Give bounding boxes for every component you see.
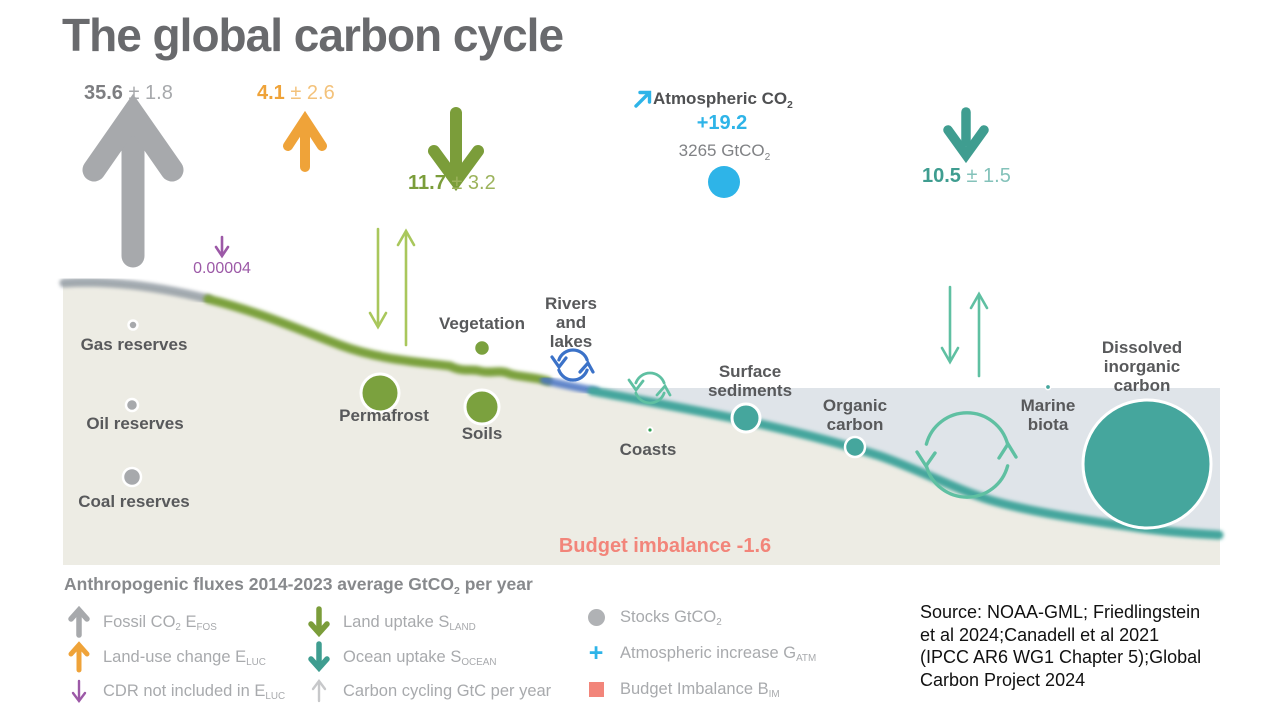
legend-item-carbon-cycling: Carbon cycling GtC per year [306,678,551,704]
rivers-cycle-icon [550,348,595,382]
green-land-edge [203,294,553,386]
ocean-cycling-down-arrow [940,285,960,365]
rivers-and-lakes-label: Rivers and lakes [545,294,597,352]
soils-circle [463,388,501,426]
legend-item-ocean-uptake: Ocean uptake SOCEAN [306,641,496,673]
land-uptake-arrow [428,107,484,192]
coasts-dot [646,426,654,434]
legend-item-fossil: Fossil CO2 EFOS [66,606,217,638]
land-cycling-down-arrow [368,227,388,330]
vegetation-dot [472,338,492,358]
ocean-uptake-arrow-icon [306,641,332,673]
ocean-uptake-flux-value: 10.5 ± 1.5 [922,165,1011,187]
source-text: Source: NOAA-GML; Friedlingstein et al 2… [920,601,1225,691]
dissolved-inorganic-carbon-label: Dissolved inorganic carbon [1101,338,1183,396]
coasts-label: Coasts [619,440,677,459]
budget-imbalance-square-icon [583,682,609,697]
land-uptake-flux-value: 11.7 ± 3.2 [408,172,496,194]
atmospheric-increase-value: +19.2 [696,112,748,134]
dissolved-inorganic-carbon-circle [1081,398,1213,530]
gas-reserves-dot [127,319,139,331]
cdr-flux-value: 0.00004 [193,260,251,277]
legend-item-stocks: Stocks GtCO2 [583,608,722,628]
legend-item-land-uptake: Land uptake SLAND [306,606,476,638]
vegetation-label: Vegetation [439,314,525,333]
source-line: et al 2024;Canadell et al 2021 [920,624,1160,645]
fossil-co2-arrow [82,93,184,268]
land-use-change-arrow [283,110,327,172]
organic-carbon-label: Organic carbon [822,396,888,435]
landuse-arrow-icon [66,641,92,673]
ocean-interior-cycle-icon [915,411,1018,499]
source-line: Source: NOAA-GML; Friedlingstein [920,602,1201,622]
ocean-uptake-arrow [943,107,989,164]
soils-label: Soils [461,424,503,443]
land-cycling-up-arrow [396,228,416,347]
land-uptake-arrow-icon [306,606,332,638]
atmospheric-stock-value: 3265 GtCO2 [678,141,771,163]
stocks-circle-icon [583,609,609,626]
cdr-arrow-icon [66,678,92,704]
legend-heading: Anthropogenic fluxes 2014-2023 average G… [64,574,533,597]
legend-item-atmospheric-increase: + Atmospheric increase GATM [583,639,817,667]
atmospheric-increase-plus-icon: + [588,639,604,667]
page-title: The global carbon cycle [62,9,564,61]
fossil-flux-value: 35.6 ± 1.8 [84,82,173,104]
atmospheric-co2-stock-circle [708,166,740,198]
legend-item-landuse: Land-use change ELUC [66,641,266,673]
coal-reserves-label: Coal reserves [78,492,190,511]
marine-biota-label: Marine biota [1020,396,1076,435]
fossil-arrow-icon [66,606,92,638]
oil-reserves-dot [124,397,140,413]
coasts-cycle-icon [627,371,672,405]
legend-item-cdr: CDR not included in ELUC [66,678,285,704]
oil-reserves-label: Oil reserves [86,414,184,433]
marine-biota-dot [1044,383,1052,391]
budget-imbalance-value: Budget imbalance -1.6 [558,535,772,557]
permafrost-circle [359,372,401,414]
landuse-flux-value: 4.1 ± 2.6 [257,82,335,104]
gas-reserves-label: Gas reserves [80,335,188,354]
organic-carbon-dot [843,435,867,459]
permafrost-label: Permafrost [339,406,429,425]
legend-item-budget-imbalance: Budget Imbalance BIM [583,680,780,700]
carbon-cycling-arrow-icon [306,678,332,704]
gray-ridge-edge [59,277,213,304]
ocean-cycling-up-arrow [969,291,989,378]
atmospheric-increase-icon [634,90,652,108]
coal-reserves-dot [121,466,143,488]
surface-sediments-circle [730,402,762,434]
surface-sediments-label: Surface sediments [707,362,793,401]
atmospheric-co2-label: Atmospheric CO2 [653,89,793,111]
source-line: (IPCC AR6 WG1 Chapter 5);Global [920,647,1202,667]
cdr-arrow [214,235,230,259]
source-line: Carbon Project 2024 [920,669,1086,690]
